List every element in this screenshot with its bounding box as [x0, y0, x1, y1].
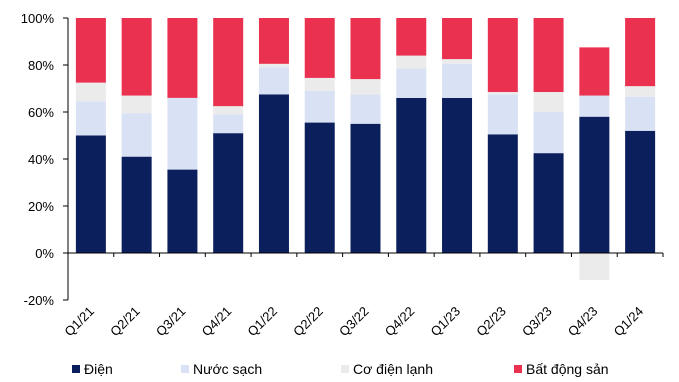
- legend-label: Cơ điện lạnh: [353, 361, 433, 377]
- bar-Q1/21-Cơ điện lạnh: [75, 82, 106, 102]
- bar-Q3/22-Cơ điện lạnh: [350, 79, 381, 95]
- legend-swatch: [514, 365, 522, 373]
- bar-Q3/23-Bất động sản: [533, 18, 564, 93]
- legend-label: Điện: [84, 361, 113, 377]
- x-tick-label: Q3/22: [336, 304, 372, 340]
- x-tick-label: Q3/21: [153, 304, 189, 340]
- x-tick-label: Q1/22: [244, 304, 280, 340]
- legend-swatch: [341, 365, 349, 373]
- y-tick-label: 40%: [28, 152, 54, 167]
- legend-swatch: [181, 365, 189, 373]
- bar-Q4/23-Nước sạch: [579, 95, 610, 117]
- bar-Q2/22-Điện: [304, 122, 335, 253]
- x-tick-label: Q1/24: [611, 304, 647, 340]
- bar-Q1/23-Nước sạch: [442, 63, 473, 98]
- bar-Q4/23-Bất động sản: [579, 47, 610, 96]
- bar-Q4/21-Cơ điện lạnh: [213, 106, 244, 115]
- bar-Q2/22-Cơ điện lạnh: [304, 77, 335, 91]
- x-tick-label: Q2/22: [290, 304, 326, 340]
- y-tick-label: 0%: [35, 246, 54, 261]
- bar-Q2/23-Cơ điện lạnh: [487, 92, 518, 95]
- bar-Q3/23-Điện: [533, 153, 564, 254]
- plot-area: -20% 0% 20% 40% 60% 80% 100% Q1/21 Q2/21 Q3/21 Q4/…: [21, 11, 664, 340]
- bar-Q4/22-Bất động sản: [396, 18, 427, 56]
- x-tick-label: Q4/22: [382, 304, 418, 340]
- bar-Q4/22-Điện: [396, 97, 427, 254]
- bar-Q2/21-Bất động sản: [121, 18, 152, 96]
- bar-Q1/24-Cơ điện lạnh: [625, 86, 656, 97]
- x-tick-label: Q2/23: [473, 304, 509, 340]
- bar-Q2/23-Bất động sản: [487, 18, 518, 93]
- bar-Q2/22-Nước sạch: [304, 90, 335, 123]
- bar-Q3/23-Nước sạch: [533, 112, 564, 154]
- x-tick-label: Q4/23: [565, 304, 601, 340]
- bar-Q2/21-Cơ điện lạnh: [121, 95, 152, 114]
- bar-Q3/21-Nước sạch: [167, 97, 198, 170]
- bar-Q4/21-Điện: [213, 133, 244, 253]
- bar-Q3/22-Bất động sản: [350, 18, 381, 80]
- bar-Q1/22-Cơ điện lạnh: [258, 63, 289, 68]
- bar-Q1/21-Nước sạch: [75, 101, 106, 136]
- bar-Q3/22-Điện: [350, 123, 381, 253]
- y-tick-label: 60%: [28, 105, 54, 120]
- bar-Q2/21-Nước sạch: [121, 113, 152, 157]
- y-tick-label: -20%: [24, 293, 55, 308]
- bar-Q1/21-Điện: [75, 135, 106, 253]
- bar-Q3/21-Điện: [167, 169, 198, 253]
- x-tick-label: Q3/23: [519, 304, 555, 340]
- bar-Q1/23-Điện: [442, 97, 473, 254]
- bar-Q1/24-Điện: [625, 130, 656, 253]
- x-tick-label: Q1/21: [61, 304, 97, 340]
- bar-Q2/21-Điện: [121, 156, 152, 253]
- legend-label: Bất động sản: [526, 361, 609, 377]
- bar-Q2/23-Nước sạch: [487, 94, 518, 135]
- bar-Q1/23-Bất động sản: [442, 18, 473, 60]
- bar-Q2/23-Điện: [487, 134, 518, 253]
- bar-Q3/22-Nước sạch: [350, 94, 381, 124]
- bar-Q1/22-Nước sạch: [258, 67, 289, 95]
- bar-Q3/23-Cơ điện lạnh: [533, 92, 564, 112]
- bar-Q4/23-Cơ điện lạnh: [579, 253, 610, 281]
- bar-Q2/22-Bất động sản: [304, 18, 335, 78]
- bar-Q3/21-Bất động sản: [167, 18, 198, 98]
- bar-Q1/23-Cơ điện lạnh: [442, 59, 473, 64]
- bar-Q1/22-Điện: [258, 94, 289, 254]
- y-tick-label: 80%: [28, 58, 54, 73]
- x-tick-label: Q1/23: [428, 304, 464, 340]
- bar-Q1/21-Bất động sản: [75, 18, 106, 83]
- bar-Q4/21-Nước sạch: [213, 114, 244, 134]
- bar-Q4/22-Cơ điện lạnh: [396, 55, 427, 69]
- legend: Điện Nước sạch Cơ điện lạnh Bất động sản: [72, 361, 609, 377]
- legend-label: Nước sạch: [193, 361, 262, 377]
- y-tick-label: 20%: [28, 199, 54, 214]
- bar-Q4/22-Nước sạch: [396, 68, 427, 98]
- x-tick-label: Q4/21: [199, 304, 235, 340]
- bar-Q1/24-Bất động sản: [625, 18, 656, 87]
- legend-swatch: [72, 365, 80, 373]
- bar-Q4/23-Điện: [579, 116, 610, 253]
- x-tick-label: Q2/21: [107, 304, 143, 340]
- y-tick-label: 100%: [21, 11, 55, 26]
- bar-Q1/24-Nước sạch: [625, 96, 656, 131]
- bar-Q1/22-Bất động sản: [258, 18, 289, 64]
- bar-Q4/21-Bất động sản: [213, 18, 244, 107]
